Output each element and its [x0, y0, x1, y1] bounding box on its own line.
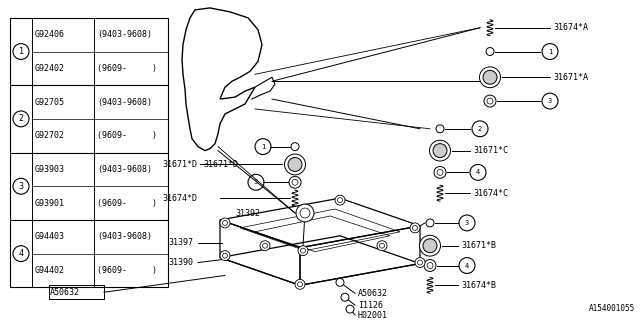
Text: G93901: G93901 — [35, 199, 65, 208]
Circle shape — [479, 67, 500, 88]
Text: 1: 1 — [548, 49, 552, 54]
Circle shape — [429, 140, 451, 161]
Text: (9609-     ): (9609- ) — [97, 199, 157, 208]
Circle shape — [487, 98, 493, 104]
Circle shape — [413, 225, 417, 230]
Text: 31392: 31392 — [235, 209, 260, 218]
Circle shape — [337, 198, 342, 203]
Text: 4: 4 — [19, 249, 24, 258]
Circle shape — [415, 258, 425, 268]
Circle shape — [298, 246, 308, 256]
Circle shape — [223, 220, 227, 225]
Text: 4: 4 — [465, 262, 469, 268]
Text: (9403-9608): (9403-9608) — [97, 30, 152, 39]
Circle shape — [341, 293, 349, 301]
Text: 3: 3 — [465, 220, 469, 226]
Circle shape — [377, 241, 387, 251]
Text: 31671*D: 31671*D — [203, 160, 238, 169]
Circle shape — [260, 241, 270, 251]
Text: 3: 3 — [19, 182, 24, 191]
Text: 3: 3 — [254, 179, 258, 185]
Circle shape — [285, 154, 305, 175]
Circle shape — [220, 251, 230, 260]
Circle shape — [434, 166, 446, 178]
Text: A50632: A50632 — [50, 288, 80, 297]
Circle shape — [486, 48, 494, 55]
Text: H02001: H02001 — [358, 310, 388, 320]
Text: G94403: G94403 — [35, 232, 65, 241]
Text: 3: 3 — [548, 98, 552, 104]
Text: (9609-     ): (9609- ) — [97, 64, 157, 73]
Text: A154001055: A154001055 — [589, 304, 635, 313]
Bar — [49, 285, 104, 299]
Circle shape — [436, 125, 444, 133]
Text: G94402: G94402 — [35, 266, 65, 275]
Circle shape — [346, 305, 354, 313]
Circle shape — [484, 95, 496, 107]
Text: 31671*D: 31671*D — [162, 160, 197, 169]
Circle shape — [336, 278, 344, 286]
Text: 31671*B: 31671*B — [461, 241, 496, 250]
Circle shape — [437, 169, 443, 175]
Circle shape — [427, 262, 433, 268]
Circle shape — [335, 195, 345, 205]
Circle shape — [223, 253, 227, 258]
Text: 31671*C: 31671*C — [473, 146, 508, 155]
Circle shape — [423, 239, 437, 253]
Text: G92406: G92406 — [35, 30, 65, 39]
Text: (9403-9608): (9403-9608) — [97, 232, 152, 241]
Circle shape — [291, 143, 299, 151]
Text: 1: 1 — [261, 144, 265, 150]
Circle shape — [288, 157, 302, 172]
Circle shape — [295, 279, 305, 289]
Circle shape — [424, 260, 436, 271]
Text: 31671*A: 31671*A — [553, 73, 588, 82]
Circle shape — [298, 282, 303, 287]
Text: (9403-9608): (9403-9608) — [97, 165, 152, 174]
Circle shape — [433, 144, 447, 157]
Text: 2: 2 — [478, 126, 482, 132]
Text: (9403-9608): (9403-9608) — [97, 98, 152, 107]
Circle shape — [410, 223, 420, 233]
Text: G92402: G92402 — [35, 64, 65, 73]
Circle shape — [426, 219, 434, 227]
Circle shape — [262, 243, 268, 248]
Circle shape — [300, 208, 310, 218]
Text: G92702: G92702 — [35, 131, 65, 140]
Text: 31390: 31390 — [168, 258, 193, 267]
Text: 1: 1 — [19, 47, 24, 56]
Text: I1126: I1126 — [358, 301, 383, 310]
Circle shape — [296, 204, 314, 222]
Text: (9609-     ): (9609- ) — [97, 131, 157, 140]
Text: (9609-     ): (9609- ) — [97, 266, 157, 275]
Circle shape — [483, 70, 497, 84]
Text: 31674*B: 31674*B — [461, 281, 496, 290]
Text: 31397: 31397 — [168, 238, 193, 247]
Text: A50632: A50632 — [358, 289, 388, 298]
Text: G92705: G92705 — [35, 98, 65, 107]
Circle shape — [380, 243, 385, 248]
Circle shape — [417, 260, 422, 265]
Circle shape — [419, 235, 440, 256]
Text: 31674*D: 31674*D — [162, 194, 197, 203]
Text: 31674*C: 31674*C — [473, 189, 508, 198]
Circle shape — [220, 218, 230, 228]
Text: 2: 2 — [19, 114, 24, 124]
Text: G93903: G93903 — [35, 165, 65, 174]
Circle shape — [289, 176, 301, 188]
Bar — [10, 18, 168, 287]
Circle shape — [292, 179, 298, 185]
Text: 31674*A: 31674*A — [553, 23, 588, 32]
Circle shape — [301, 248, 305, 253]
Text: 4: 4 — [476, 169, 480, 175]
